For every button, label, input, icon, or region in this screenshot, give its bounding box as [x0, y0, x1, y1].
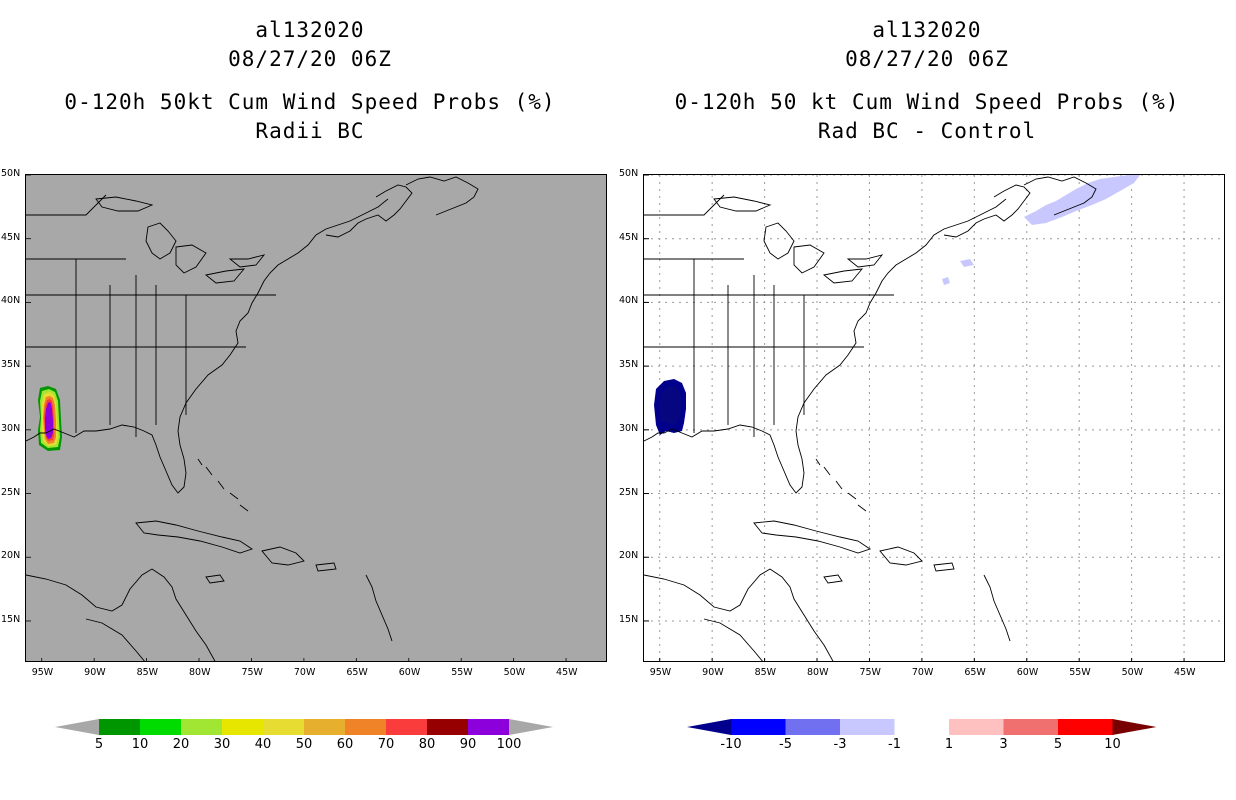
colorbar-swatch-right: [785, 719, 840, 735]
left-colorbar-label: 80: [418, 737, 436, 752]
lon-label-left: 60W: [398, 667, 421, 678]
lat-label-right: 15N: [619, 613, 639, 625]
left-subtitle: Radii BC: [255, 119, 365, 143]
colorbar-swatch-right: [949, 719, 1004, 735]
lat-label-right: 35N: [619, 359, 639, 371]
right-colorbar-label: -10: [720, 737, 742, 752]
right-datetime: 08/27/20 06Z: [845, 47, 1009, 71]
right-colorbar-label: -5: [779, 737, 792, 752]
right-title: 0-120h 50 kt Cum Wind Speed Probs (%): [674, 90, 1180, 114]
right-colorbar-label: 1: [944, 737, 954, 752]
lon-label-left: 65W: [346, 667, 368, 678]
left-colorbar-label: 40: [254, 737, 272, 752]
right-colorbar: [687, 719, 1157, 735]
colorbar-swatch-left: [468, 719, 509, 735]
left-colorbar-label: 20: [172, 737, 190, 752]
wind-probability-swath-icon: [38, 386, 62, 451]
lat-label-left: 25N: [1, 486, 21, 498]
lon-label-right: 80W: [807, 667, 829, 678]
lat-label-left: 30N: [1, 422, 21, 434]
right-colorbar-label: 10: [1104, 737, 1121, 752]
lon-label-left: 90W: [84, 667, 106, 678]
colorbar-swatch-right: [894, 719, 949, 735]
lon-label-left: 45W: [556, 667, 578, 678]
right-storm-id: al132020: [872, 18, 982, 42]
left-colorbar-label: 60: [336, 737, 354, 752]
colorbar-swatch-left: [304, 719, 345, 735]
lon-label-left: 75W: [241, 667, 263, 678]
left-map-panel: [25, 174, 607, 662]
lat-label-left: 40N: [1, 295, 21, 307]
colorbar-under-left: [55, 719, 99, 735]
right-coastline-icon: [644, 176, 1097, 661]
lon-label-right: 50W: [1121, 667, 1144, 678]
left-colorbar-label: 30: [213, 737, 231, 752]
lat-label-left: 35N: [1, 359, 21, 371]
lon-label-right: 95W: [649, 667, 672, 678]
colorbar-swatch-left: [140, 719, 181, 735]
lon-label-left: 80W: [189, 667, 211, 678]
right-map-panel: [643, 174, 1225, 662]
wind-difference-swath-icon: [654, 175, 1140, 435]
left-colorbar-label: 10: [131, 737, 149, 752]
colorbar-swatch-left: [181, 719, 222, 735]
lat-label-right: 50N: [619, 168, 639, 179]
left-storm-id: al132020: [255, 18, 365, 42]
left-colorbar-label: 5: [94, 737, 104, 752]
left-title: 0-120h 50kt Cum Wind Speed Probs (%): [64, 90, 556, 114]
left-datetime: 08/27/20 06Z: [228, 47, 392, 71]
lat-label-left: 15N: [1, 613, 21, 625]
lon-label-right: 60W: [1016, 667, 1039, 678]
right-colorbar-label: 5: [1053, 737, 1063, 752]
right-colorbar-label: -3: [833, 737, 847, 752]
lon-label-right: 90W: [702, 667, 724, 678]
lon-label-right: 75W: [859, 667, 881, 678]
colorbar-swatch-right: [840, 719, 895, 735]
lon-label-right: 85W: [754, 667, 777, 678]
right-subtitle: Rad BC - Control: [817, 119, 1037, 143]
lon-label-left: 55W: [451, 667, 473, 678]
colorbar-swatch-left: [99, 719, 140, 735]
right-colorbar-label: -1: [888, 737, 901, 752]
left-colorbar-label: 90: [459, 737, 477, 752]
lon-label-right: 65W: [964, 667, 986, 678]
colorbar-swatch-left: [427, 719, 468, 735]
right-map-svg: [644, 175, 1224, 661]
colorbar-swatch-left: [222, 719, 263, 735]
lat-label-right: 30N: [619, 422, 639, 434]
left-colorbar-label: 50: [295, 737, 313, 752]
left-coastline-icon: [26, 176, 479, 661]
left-colorbar-label: 100: [496, 737, 522, 752]
lat-label-right: 40N: [619, 295, 639, 307]
left-grid: [26, 175, 567, 661]
colorbar-swatch-left: [386, 719, 427, 735]
lat-label-left: 20N: [1, 550, 21, 562]
colorbar-swatch-left: [263, 719, 304, 735]
lat-label-left: 50N: [1, 168, 21, 179]
right-colorbar-label: 3: [999, 737, 1008, 752]
colorbar-over-right: [1112, 719, 1157, 735]
lon-label-right: 70W: [911, 667, 934, 678]
left-map-svg: [26, 175, 567, 661]
lat-label-right: 25N: [619, 486, 639, 498]
left-colorbar-label: 70: [377, 737, 395, 752]
left-colorbar: [55, 719, 553, 735]
colorbar-swatch-right: [731, 719, 786, 735]
colorbar-swatch-left: [345, 719, 386, 735]
right-grid: [644, 175, 1224, 661]
lon-label-left: 70W: [293, 667, 316, 678]
lon-label-left: 95W: [31, 667, 54, 678]
lat-label-right: 45N: [619, 231, 639, 243]
lon-label-left: 50W: [503, 667, 526, 678]
lon-label-right: 45W: [1174, 667, 1196, 678]
lat-label-right: 20N: [619, 550, 639, 562]
colorbar-swatch-right: [1003, 719, 1058, 735]
lat-label-left: 45N: [1, 231, 21, 243]
lon-label-left: 85W: [136, 667, 159, 678]
colorbar-over-left: [509, 719, 553, 735]
lon-label-right: 55W: [1069, 667, 1091, 678]
colorbar-under-right: [687, 719, 731, 735]
colorbar-swatch-right: [1058, 719, 1113, 735]
